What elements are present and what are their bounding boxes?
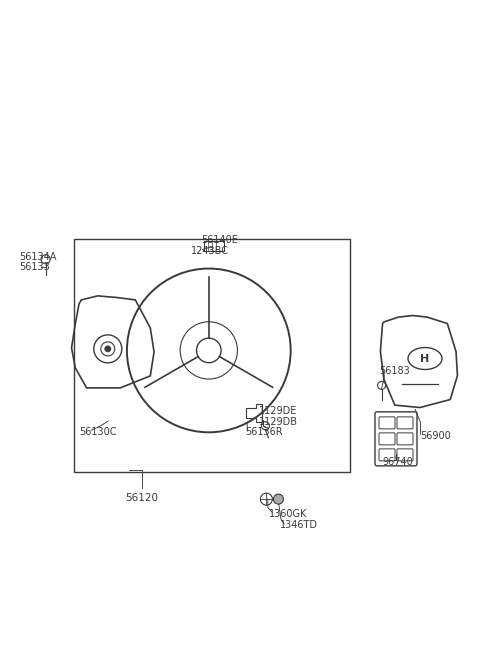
Text: 56183: 56183 bbox=[379, 365, 410, 376]
Text: 1243BC: 1243BC bbox=[191, 246, 229, 256]
Text: 1129DE: 1129DE bbox=[259, 406, 298, 417]
Text: 56120: 56120 bbox=[125, 493, 158, 503]
Text: 56133: 56133 bbox=[19, 262, 50, 272]
Text: 56900: 56900 bbox=[420, 431, 451, 441]
Text: 1129DB: 1129DB bbox=[259, 417, 298, 427]
Circle shape bbox=[105, 346, 111, 352]
Text: H: H bbox=[420, 354, 430, 364]
Text: 56140E: 56140E bbox=[202, 235, 239, 246]
Bar bbox=[74, 239, 350, 472]
Text: 96740: 96740 bbox=[382, 457, 413, 468]
Text: 56130C: 56130C bbox=[79, 427, 117, 438]
Text: 1360GK: 1360GK bbox=[269, 508, 307, 519]
Text: 1346TD: 1346TD bbox=[280, 520, 318, 531]
Text: 56136R: 56136R bbox=[245, 427, 282, 438]
Text: 56134A: 56134A bbox=[19, 252, 57, 262]
Circle shape bbox=[274, 494, 283, 504]
